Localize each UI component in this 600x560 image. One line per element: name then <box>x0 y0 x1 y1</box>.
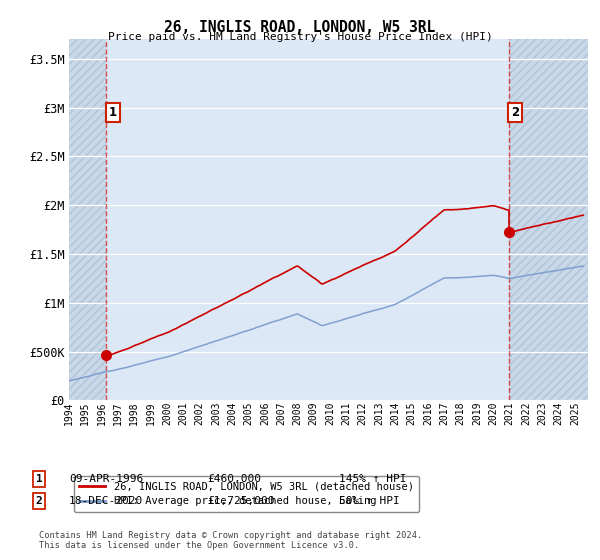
Text: Price paid vs. HM Land Registry's House Price Index (HPI): Price paid vs. HM Land Registry's House … <box>107 32 493 42</box>
Text: 1: 1 <box>35 474 43 484</box>
Bar <box>69 39 106 400</box>
Text: 145% ↑ HPI: 145% ↑ HPI <box>339 474 407 484</box>
Text: 18-DEC-2020: 18-DEC-2020 <box>69 496 143 506</box>
Text: 26, INGLIS ROAD, LONDON, W5 3RL: 26, INGLIS ROAD, LONDON, W5 3RL <box>164 20 436 35</box>
Bar <box>69 39 106 400</box>
Text: 2: 2 <box>35 496 43 506</box>
Text: 1: 1 <box>109 106 117 119</box>
Bar <box>509 39 588 400</box>
Text: 2: 2 <box>511 106 519 119</box>
Text: £460,000: £460,000 <box>207 474 261 484</box>
Bar <box>509 39 588 400</box>
Text: Contains HM Land Registry data © Crown copyright and database right 2024.
This d: Contains HM Land Registry data © Crown c… <box>39 531 422 550</box>
Text: £1,725,000: £1,725,000 <box>207 496 275 506</box>
Text: 50% ↑ HPI: 50% ↑ HPI <box>339 496 400 506</box>
Text: 09-APR-1996: 09-APR-1996 <box>69 474 143 484</box>
Legend: 26, INGLIS ROAD, LONDON, W5 3RL (detached house), HPI: Average price, detached h: 26, INGLIS ROAD, LONDON, W5 3RL (detache… <box>74 476 419 512</box>
